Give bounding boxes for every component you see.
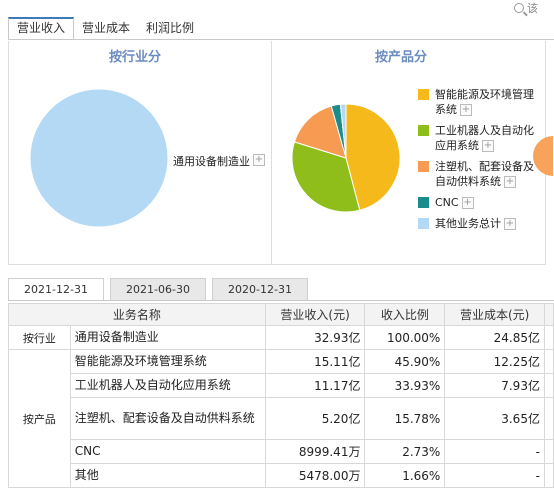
- legend-label: 其他业务总计: [435, 217, 501, 230]
- pie-slice-2[interactable]: [293, 105, 347, 159]
- row-ratio: 1.66%: [364, 463, 446, 488]
- legend-swatch: [418, 125, 429, 136]
- expand-plus-icon[interactable]: +: [504, 176, 516, 188]
- product-chart-title: 按产品分: [375, 50, 428, 65]
- tab-profit-ratio[interactable]: 利润比例: [146, 21, 195, 35]
- report-date-tabs: 2021-12-31 2021-06-30 2020-12-31: [8, 278, 308, 300]
- group-cell-industry: 按行业: [8, 325, 71, 350]
- row-name: 其他: [69, 463, 266, 488]
- legend-swatch: [418, 161, 429, 172]
- legend-swatch: [418, 197, 429, 208]
- row-name: 通用设备制造业: [69, 325, 266, 350]
- col-header-overflow: [543, 303, 554, 326]
- row-cost: 3.65亿: [444, 397, 545, 440]
- industry-legend: 通用设备制造业 +: [156, 154, 265, 175]
- legend-label: CNC: [435, 196, 459, 209]
- revenue-tabs: 营业收入 营业成本 利润比例: [8, 17, 202, 40]
- industry-chart-title: 按行业分: [109, 50, 162, 65]
- pie-slice-0[interactable]: [345, 103, 401, 211]
- row-revenue: 15.11亿: [264, 349, 366, 374]
- table-row: 其他 5478.00万 1.66% -: [9, 463, 554, 488]
- legend-item-product-0[interactable]: 智能能源及环境管理系统 +: [418, 87, 535, 117]
- table-row: 按产品 智能能源及环境管理系统 15.11亿 45.90% 12.25亿: [8, 349, 554, 488]
- expand-plus-icon[interactable]: +: [253, 154, 265, 166]
- pie-slice-4[interactable]: [339, 103, 347, 159]
- overflow-cell: [543, 397, 554, 440]
- tab-cost[interactable]: 营业成本: [82, 21, 131, 35]
- overflow-cell: [543, 349, 554, 374]
- legend-swatch: [156, 156, 167, 167]
- date-tab-2021-12-31[interactable]: 2021-12-31: [8, 278, 104, 300]
- row-cost: -: [444, 439, 545, 464]
- overflow-cell: [543, 325, 554, 350]
- overflow-cell: [543, 439, 554, 464]
- product-legend: 智能能源及环境管理系统 + 工业机器人及自动化应用系统 + 注塑机、配套设备及自动供…: [418, 87, 535, 237]
- table-row: CNC 8999.41万 2.73% -: [9, 439, 554, 464]
- search-icon: [514, 3, 524, 13]
- panel-divider: [271, 41, 272, 264]
- row-ratio: 2.73%: [364, 439, 446, 464]
- row-name: 智能能源及环境管理系统: [69, 349, 266, 374]
- expand-plus-icon[interactable]: +: [482, 140, 494, 152]
- charts-panel: 按行业分 通用设备制造业 + 按产品分 智能能源及环境管理系统 + 工业机器人及自…: [8, 41, 553, 265]
- overflow-cell: [543, 463, 554, 488]
- product-pie-chart: [291, 103, 401, 213]
- industry-pie-chart: [29, 88, 169, 228]
- date-tab-2020-12-31[interactable]: 2020-12-31: [212, 278, 308, 300]
- search-partial-label: 该: [527, 2, 538, 15]
- legend-item-industry-0[interactable]: 通用设备制造业 +: [156, 154, 265, 169]
- legend-label: 注塑机、配套设备及自动供料系统: [435, 160, 534, 188]
- date-tab-2021-06-30[interactable]: 2021-06-30: [110, 278, 206, 300]
- expand-plus-icon[interactable]: +: [460, 104, 472, 116]
- revenue-table: 业务名称 营业收入(元) 收入比例 营业成本(元) 按行业 通用设备制造业 32…: [8, 303, 554, 488]
- row-name: 工业机器人及自动化应用系统: [69, 373, 266, 398]
- pie-slice-1[interactable]: [291, 141, 361, 213]
- overflow-cell: [543, 373, 554, 398]
- legend-item-product-4[interactable]: 其他业务总计 +: [418, 216, 535, 231]
- legend-label: 通用设备制造业: [173, 155, 250, 168]
- row-cost: 24.85亿: [444, 325, 545, 350]
- row-ratio: 45.90%: [364, 349, 446, 374]
- date-tabs-divider: [8, 300, 554, 301]
- col-header-ratio: 收入比例: [364, 303, 446, 326]
- next-chart-peek: [533, 136, 553, 176]
- col-header-name: 业务名称: [8, 303, 266, 326]
- row-revenue: 8999.41万: [264, 439, 366, 464]
- row-cost: 12.25亿: [444, 349, 545, 374]
- legend-swatch: [418, 89, 429, 100]
- row-cost: 7.93亿: [444, 373, 545, 398]
- legend-item-product-3[interactable]: CNC +: [418, 195, 535, 210]
- legend-label: 工业机器人及自动化应用系统: [435, 124, 534, 152]
- tabs-divider: [8, 39, 554, 40]
- pie-slice-0[interactable]: [29, 88, 169, 228]
- tab-revenue[interactable]: 营业收入: [8, 17, 75, 40]
- row-revenue: 11.17亿: [264, 373, 366, 398]
- col-header-revenue: 营业收入(元): [264, 303, 366, 326]
- group-cell-product: 按产品: [8, 349, 71, 488]
- search-box[interactable]: 该: [514, 0, 554, 16]
- expand-plus-icon[interactable]: +: [504, 218, 516, 230]
- row-name: CNC: [69, 439, 266, 464]
- row-ratio: 100.00%: [364, 325, 446, 350]
- table-row: 按行业 通用设备制造业 32.93亿 100.00% 24.85亿: [8, 325, 554, 350]
- legend-label: 智能能源及环境管理系统: [435, 88, 534, 116]
- col-header-cost: 营业成本(元): [444, 303, 545, 326]
- table-row: 工业机器人及自动化应用系统 11.17亿 33.93% 7.93亿: [9, 373, 554, 398]
- row-ratio: 33.93%: [364, 373, 446, 398]
- table-row: 注塑机、配套设备及自动供料系统 5.20亿 15.78% 3.65亿: [9, 397, 554, 440]
- row-revenue: 5.20亿: [264, 397, 366, 440]
- row-ratio: 15.78%: [364, 397, 446, 440]
- legend-item-product-1[interactable]: 工业机器人及自动化应用系统 +: [418, 123, 535, 153]
- expand-plus-icon[interactable]: +: [461, 197, 474, 209]
- row-revenue: 5478.00万: [264, 463, 366, 488]
- row-name: 注塑机、配套设备及自动供料系统: [69, 397, 266, 440]
- table-header-row: 业务名称 营业收入(元) 收入比例 营业成本(元): [8, 303, 554, 326]
- legend-swatch: [418, 218, 429, 229]
- row-revenue: 32.93亿: [264, 325, 366, 350]
- row-cost: -: [444, 463, 545, 488]
- legend-item-product-2[interactable]: 注塑机、配套设备及自动供料系统 +: [418, 159, 535, 189]
